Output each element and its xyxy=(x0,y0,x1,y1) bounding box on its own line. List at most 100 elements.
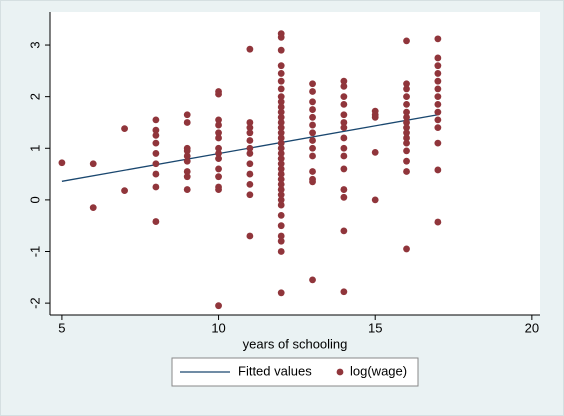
point xyxy=(277,93,285,101)
point xyxy=(434,62,442,70)
point xyxy=(403,157,410,165)
point xyxy=(152,170,160,178)
point xyxy=(246,129,254,137)
point xyxy=(371,149,379,156)
point xyxy=(403,80,410,88)
point xyxy=(183,152,191,160)
x-tick-label: 5 xyxy=(58,320,65,335)
point xyxy=(403,147,410,155)
point xyxy=(434,93,442,101)
point xyxy=(340,100,348,108)
point xyxy=(58,159,66,167)
point xyxy=(434,124,442,132)
point xyxy=(277,134,285,142)
point xyxy=(215,144,222,152)
point xyxy=(183,186,191,193)
point xyxy=(277,124,285,132)
point xyxy=(277,62,285,70)
point xyxy=(246,124,254,132)
point xyxy=(246,191,254,199)
plot-area xyxy=(50,12,540,315)
point xyxy=(309,88,316,95)
point xyxy=(183,173,191,181)
point xyxy=(121,125,128,133)
point xyxy=(277,222,285,230)
point xyxy=(434,116,442,124)
point xyxy=(340,288,348,296)
point xyxy=(340,82,348,90)
point xyxy=(340,227,348,235)
point xyxy=(277,139,285,147)
point xyxy=(403,129,410,137)
point xyxy=(246,170,254,178)
point xyxy=(309,144,316,152)
point xyxy=(340,111,348,119)
point xyxy=(309,276,316,284)
y-tick-label: 3 xyxy=(27,41,42,48)
point xyxy=(340,152,348,160)
point xyxy=(309,137,316,144)
point xyxy=(309,178,316,186)
point xyxy=(246,137,254,144)
y-tick-label: 1 xyxy=(27,145,42,152)
point xyxy=(277,119,285,126)
point xyxy=(277,108,285,116)
point xyxy=(277,232,285,240)
point xyxy=(152,218,160,225)
point xyxy=(277,77,285,85)
point xyxy=(277,113,285,121)
point xyxy=(277,175,285,183)
point xyxy=(403,119,410,126)
point xyxy=(434,70,442,77)
point xyxy=(215,173,222,181)
point xyxy=(152,183,160,191)
point xyxy=(246,45,254,53)
point xyxy=(434,166,442,174)
point xyxy=(277,248,285,255)
point xyxy=(434,218,442,226)
point xyxy=(277,211,285,219)
point xyxy=(434,85,442,93)
point xyxy=(434,108,442,116)
point xyxy=(152,126,160,134)
point xyxy=(277,186,285,193)
point xyxy=(215,90,222,98)
point xyxy=(277,46,285,54)
legend-label: Fitted values xyxy=(238,363,312,378)
point xyxy=(340,77,348,85)
point xyxy=(340,144,348,152)
point xyxy=(152,150,160,157)
point xyxy=(183,119,191,126)
point xyxy=(277,237,285,245)
point xyxy=(309,168,316,175)
point xyxy=(403,134,410,142)
point xyxy=(152,160,160,168)
point xyxy=(403,245,410,253)
point xyxy=(89,204,97,212)
point xyxy=(403,124,410,132)
point xyxy=(434,35,442,43)
point xyxy=(277,289,285,297)
point xyxy=(246,144,254,152)
point xyxy=(277,160,285,168)
point xyxy=(340,119,348,126)
point xyxy=(309,80,316,88)
point xyxy=(371,113,379,121)
point xyxy=(277,170,285,178)
point xyxy=(277,150,285,157)
point xyxy=(434,77,442,85)
point xyxy=(215,150,222,157)
point xyxy=(403,85,410,93)
point xyxy=(215,186,222,193)
point xyxy=(277,165,285,173)
point xyxy=(309,121,316,129)
point xyxy=(434,54,442,62)
point xyxy=(215,165,222,173)
point xyxy=(403,113,410,121)
point xyxy=(277,85,285,93)
point xyxy=(403,139,410,147)
point xyxy=(277,196,285,204)
y-tick-label: 0 xyxy=(27,196,42,203)
x-tick-label: 10 xyxy=(211,320,225,335)
